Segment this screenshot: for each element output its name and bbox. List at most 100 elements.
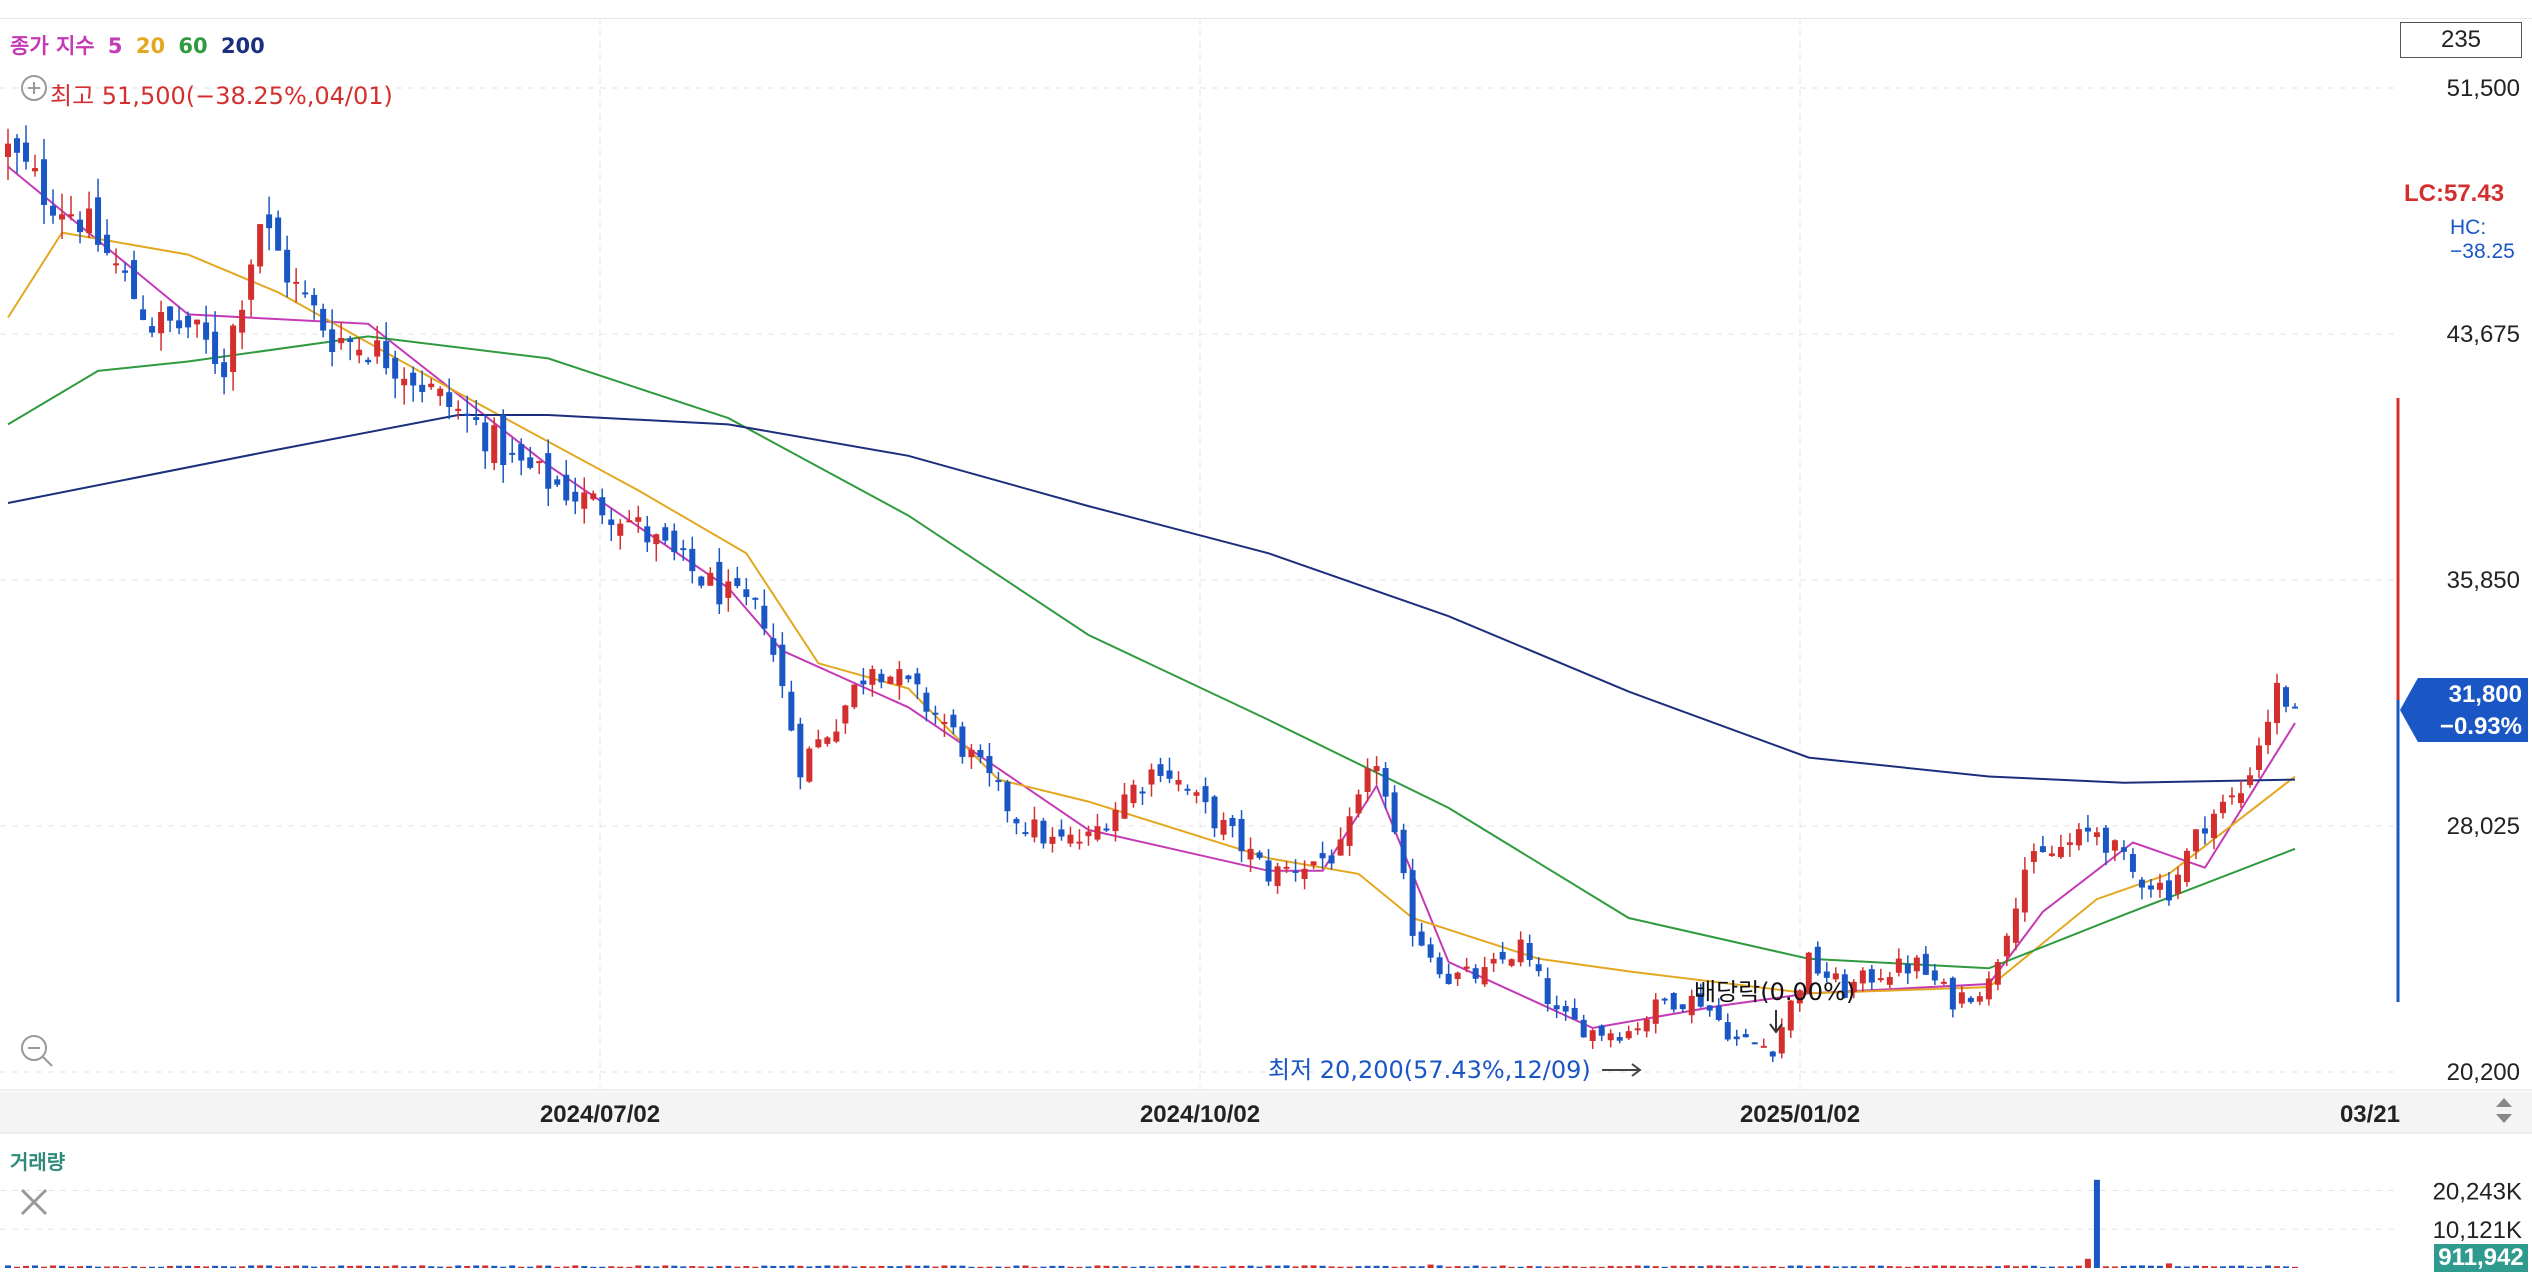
volume-bar [509, 1265, 516, 1268]
candle-body [455, 408, 462, 411]
candle-body [1481, 967, 1488, 985]
current-price-badge: 31,800 −0.93% [2400, 678, 2528, 742]
candle-body [599, 497, 606, 516]
candle-body [527, 457, 534, 468]
ma-line-200 [7, 414, 2296, 784]
volume-bar [2183, 1266, 2190, 1268]
volume-bar [428, 1266, 435, 1268]
axes: 51,500 43,675 35,850 28,025 20,200 2024/07/02… [0, 75, 2532, 1134]
volume-bar [977, 1266, 984, 1268]
candle-body [149, 326, 156, 333]
candle-body [1463, 966, 1470, 969]
volume-bar [1427, 1264, 1434, 1268]
volume-bar [1940, 1265, 1947, 1268]
volume-bar [2039, 1266, 2046, 1268]
volume-bar [545, 1265, 552, 1268]
candle-body [1688, 995, 1695, 1016]
volume-bar [1877, 1265, 1884, 1268]
candle-body [1085, 831, 1092, 837]
volume-bar [50, 1265, 57, 1268]
volume-bar [1904, 1266, 1911, 1268]
volume-bar [1931, 1265, 1938, 1268]
volume-bar [284, 1266, 291, 1268]
candle-body [158, 311, 165, 334]
volume-bar [1067, 1266, 1074, 1268]
candle-body [275, 217, 282, 251]
volume-bar [878, 1265, 885, 1268]
candle-body [338, 337, 345, 344]
candle-count-box[interactable]: 235 [2400, 22, 2522, 58]
volume-tick-label: 10,121K [2433, 1217, 2522, 1244]
volume-bar [1229, 1265, 1236, 1268]
volume-tick-label: 20,243K [2433, 1178, 2522, 1205]
ma-legend: 종가 지수 5 20 60 200 [10, 30, 271, 60]
volume-bar [1310, 1265, 1317, 1268]
candle-body [653, 534, 660, 545]
candle-body [1724, 1022, 1731, 1040]
candle-body [770, 638, 777, 655]
candle-body [1211, 796, 1218, 829]
volume-bar [1391, 1266, 1398, 1268]
min-arrow [1602, 1063, 1642, 1077]
volume-bar [1607, 1265, 1614, 1268]
candle-body [1139, 791, 1146, 794]
candle-body [1022, 832, 1029, 835]
candle-body [1355, 794, 1362, 814]
volume-bar [176, 1265, 183, 1268]
volume-bar [482, 1265, 489, 1268]
candle-body [1751, 1042, 1758, 1045]
volume-bar [401, 1266, 408, 1268]
volume-bar [1580, 1266, 1587, 1268]
candle-body [1859, 970, 1866, 984]
candle-body [374, 340, 381, 357]
candle-body [1787, 1000, 1794, 1031]
volume-bar [122, 1266, 129, 1268]
volume-bar [1220, 1266, 1227, 1268]
candle-body [2292, 706, 2298, 709]
candle-body [203, 322, 210, 340]
candle-body [959, 726, 966, 757]
candle-body [1805, 952, 1812, 994]
candle-body [1697, 993, 1704, 1007]
volume-bar [464, 1265, 471, 1268]
volume-bar [1850, 1266, 1857, 1268]
candle-body [1472, 968, 1479, 979]
candle-body [1670, 993, 1677, 1010]
candle-body [347, 338, 354, 342]
candle-body [1841, 974, 1848, 998]
volume-bar [671, 1265, 678, 1268]
candle-body [1148, 769, 1155, 785]
volume-bar [194, 1266, 201, 1268]
volume-bar [2156, 1265, 2163, 1268]
volume-bar [1715, 1265, 1722, 1268]
candle-body [833, 731, 840, 742]
candle-body [1760, 1045, 1767, 1048]
candle-body [581, 492, 588, 509]
candle-body [851, 684, 858, 708]
scroll-down-icon [2496, 1114, 2512, 1123]
candle-body [86, 208, 93, 234]
volume-bar [2012, 1266, 2019, 1268]
candle-body [2048, 853, 2055, 856]
candle-body [446, 392, 453, 407]
volume-bar [2174, 1266, 2181, 1268]
candle-body [1913, 957, 1920, 972]
candle-body [1868, 969, 1875, 983]
volume-bar [104, 1266, 111, 1268]
candle-body [1103, 828, 1110, 831]
volume-bar [338, 1265, 345, 1268]
candle-body [1571, 1007, 1578, 1020]
candle-body [1832, 973, 1839, 980]
volume-bar [860, 1266, 867, 1268]
volume-bar [2292, 1266, 2298, 1268]
volume-bar [410, 1266, 417, 1268]
candle-body [239, 309, 246, 333]
ma-legend-5: 5 [107, 34, 123, 58]
candle-body [482, 422, 489, 452]
volume-bar [743, 1266, 750, 1268]
volume-bar [1553, 1266, 1560, 1268]
lc-label: LC:57.43 [2404, 180, 2505, 207]
candle-body [2138, 879, 2145, 888]
volume-bar [932, 1266, 939, 1268]
